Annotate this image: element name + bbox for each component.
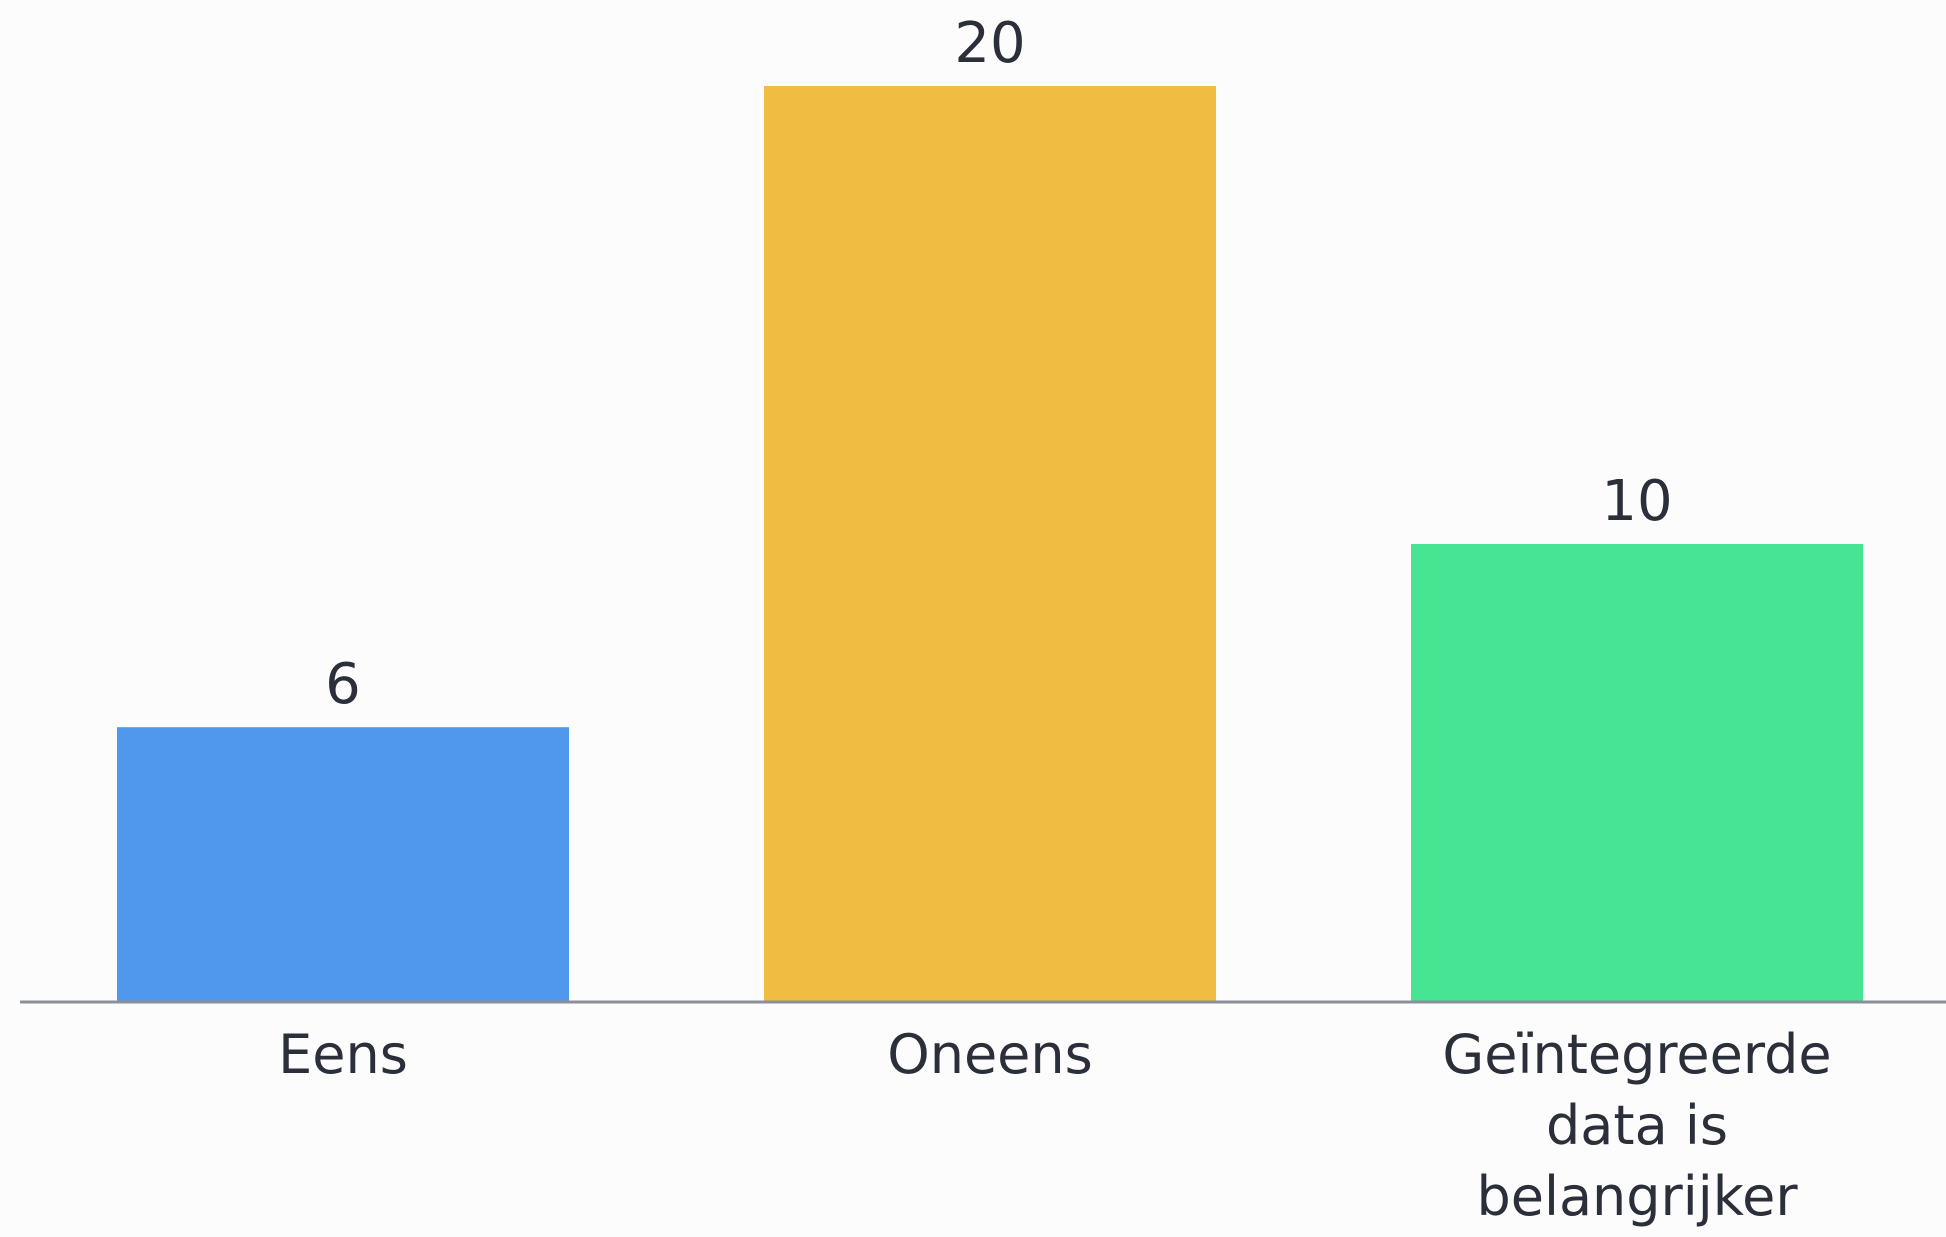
category-label-line: Eens <box>278 1023 408 1086</box>
bar-2 <box>1411 544 1863 1002</box>
category-label-line: data is <box>1546 1094 1728 1157</box>
bar-1 <box>764 86 1216 1002</box>
data-label-2: 10 <box>1601 469 1672 534</box>
category-label-0: Eens <box>278 1023 408 1086</box>
data-label-1: 20 <box>954 11 1025 76</box>
bar-0 <box>117 727 569 1002</box>
category-label-line: belangrijker <box>1476 1165 1798 1228</box>
category-label-1: Oneens <box>887 1023 1093 1086</box>
data-label-0: 6 <box>325 652 361 717</box>
category-label-2: Geïntegreerde data is belangrijker <box>1442 1023 1831 1228</box>
category-label-line: Geïntegreerde <box>1442 1023 1831 1086</box>
category-label-line: Oneens <box>887 1023 1093 1086</box>
